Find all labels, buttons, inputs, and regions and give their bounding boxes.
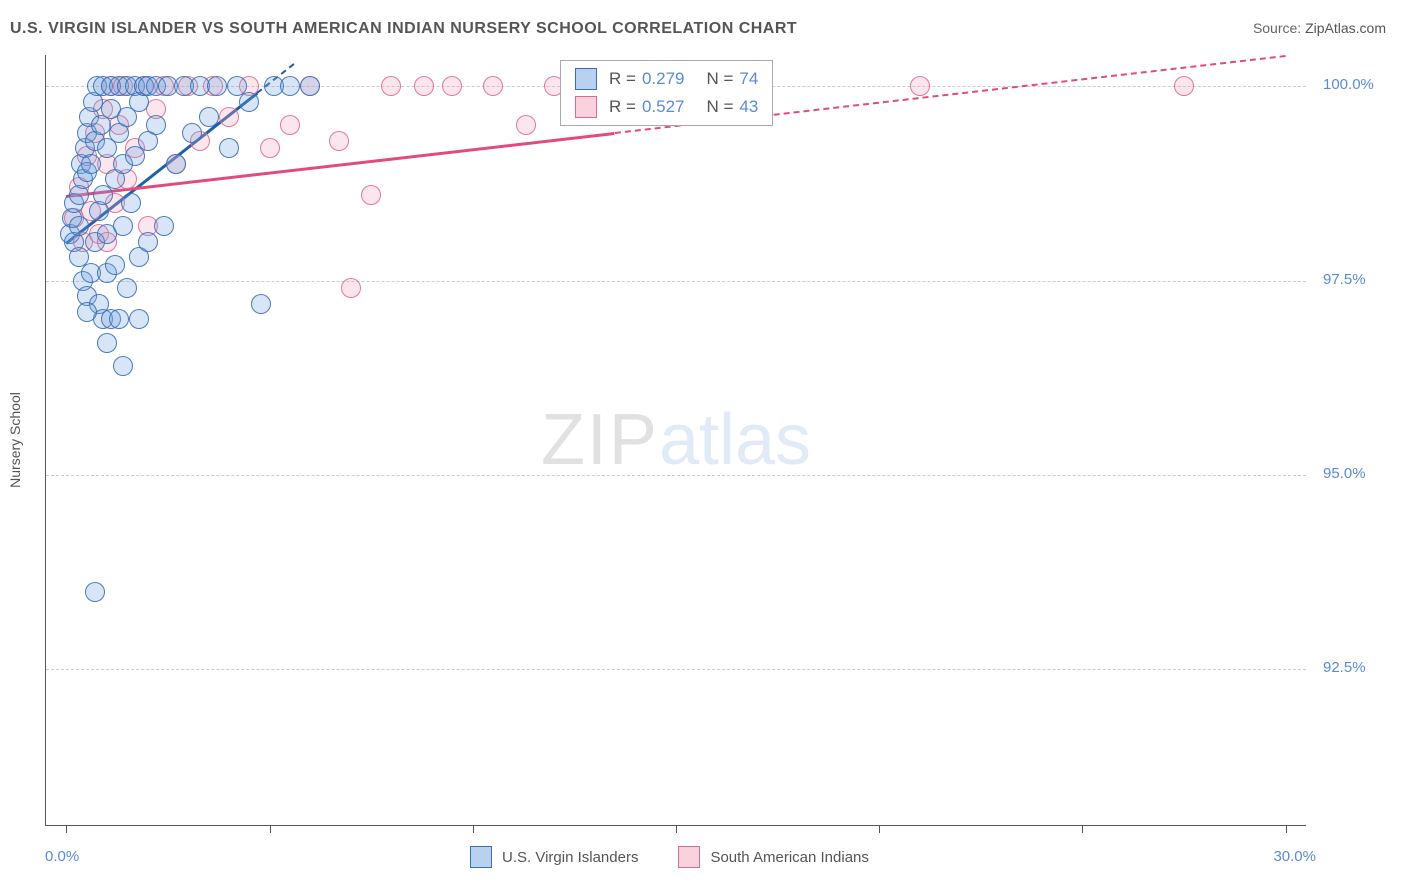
data-point (219, 138, 239, 158)
y-axis-label: Nursery School (7, 392, 23, 488)
watermark: ZIPatlas (541, 399, 811, 481)
data-point (381, 76, 401, 96)
correlation-stats-box: R = 0.279 N = 74 R = 0.527 N = 43 (560, 60, 773, 126)
y-tick-label: 92.5% (1323, 659, 1366, 676)
data-point (1174, 76, 1194, 96)
stats-n-label: N = (706, 97, 733, 117)
data-point (199, 107, 219, 127)
data-point (251, 294, 271, 314)
stats-n-value: 74 (739, 69, 758, 89)
data-point (361, 185, 381, 205)
x-tick (1082, 825, 1083, 833)
x-tick (270, 825, 271, 833)
data-point (81, 154, 101, 174)
stats-r-value: 0.527 (642, 97, 685, 117)
x-tick (66, 825, 67, 833)
gridline-h (46, 669, 1306, 670)
stats-r-label: R = (609, 69, 636, 89)
source-value: ZipAtlas.com (1305, 20, 1386, 36)
data-point (483, 76, 503, 96)
data-point (300, 76, 320, 96)
data-point (138, 232, 158, 252)
x-tick (1286, 825, 1287, 833)
data-point (117, 278, 137, 298)
stats-r-value: 0.279 (642, 69, 685, 89)
stats-row: R = 0.279 N = 74 (561, 65, 772, 93)
y-tick-label: 95.0% (1323, 465, 1366, 482)
gridline-h (46, 281, 1306, 282)
legend-swatch-series2 (678, 846, 700, 868)
legend-swatch-series1 (470, 846, 492, 868)
stats-row: R = 0.527 N = 43 (561, 93, 772, 121)
data-point (910, 76, 930, 96)
legend-label-series2: South American Indians (710, 849, 868, 866)
watermark-atlas: atlas (659, 400, 811, 480)
data-point (341, 278, 361, 298)
watermark-zip: ZIP (541, 400, 659, 480)
y-tick-label: 100.0% (1323, 76, 1374, 93)
data-point (239, 92, 259, 112)
stats-n-label: N = (706, 69, 733, 89)
data-point (182, 123, 202, 143)
x-tick (879, 825, 880, 833)
chart-title: U.S. VIRGIN ISLANDER VS SOUTH AMERICAN I… (10, 20, 797, 38)
data-point (97, 333, 117, 353)
legend-item-series1: U.S. Virgin Islanders (470, 846, 638, 868)
stats-n-value: 43 (739, 97, 758, 117)
data-point (219, 107, 239, 127)
data-point (516, 115, 536, 135)
data-point (146, 115, 166, 135)
chart-container: U.S. VIRGIN ISLANDER VS SOUTH AMERICAN I… (0, 0, 1406, 892)
stats-swatch (575, 96, 597, 118)
y-tick-label: 97.5% (1323, 271, 1366, 288)
data-point (77, 302, 97, 322)
legend-item-series2: South American Indians (678, 846, 868, 868)
bottom-legend: U.S. Virgin Islanders South American Ind… (470, 846, 869, 868)
data-point (85, 582, 105, 602)
data-point (105, 255, 125, 275)
x-axis-min-label: 0.0% (45, 848, 79, 865)
stats-r-label: R = (609, 97, 636, 117)
gridline-h (46, 475, 1306, 476)
legend-label-series1: U.S. Virgin Islanders (502, 849, 638, 866)
source-label: Source: (1253, 20, 1305, 36)
data-point (69, 216, 89, 236)
data-point (207, 76, 227, 96)
data-point (260, 138, 280, 158)
data-point (442, 76, 462, 96)
data-point (109, 309, 129, 329)
data-point (154, 216, 174, 236)
data-point (280, 115, 300, 135)
stats-swatch (575, 68, 597, 90)
x-tick (473, 825, 474, 833)
data-point (280, 76, 300, 96)
data-point (414, 76, 434, 96)
data-point (113, 216, 133, 236)
source-credit: Source: ZipAtlas.com (1253, 20, 1386, 36)
x-axis-max-label: 30.0% (1273, 848, 1316, 865)
data-point (329, 131, 349, 151)
plot-area: ZIPatlas (45, 55, 1306, 826)
data-point (129, 309, 149, 329)
data-point (166, 154, 186, 174)
data-point (113, 356, 133, 376)
data-point (121, 193, 141, 213)
x-tick (676, 825, 677, 833)
